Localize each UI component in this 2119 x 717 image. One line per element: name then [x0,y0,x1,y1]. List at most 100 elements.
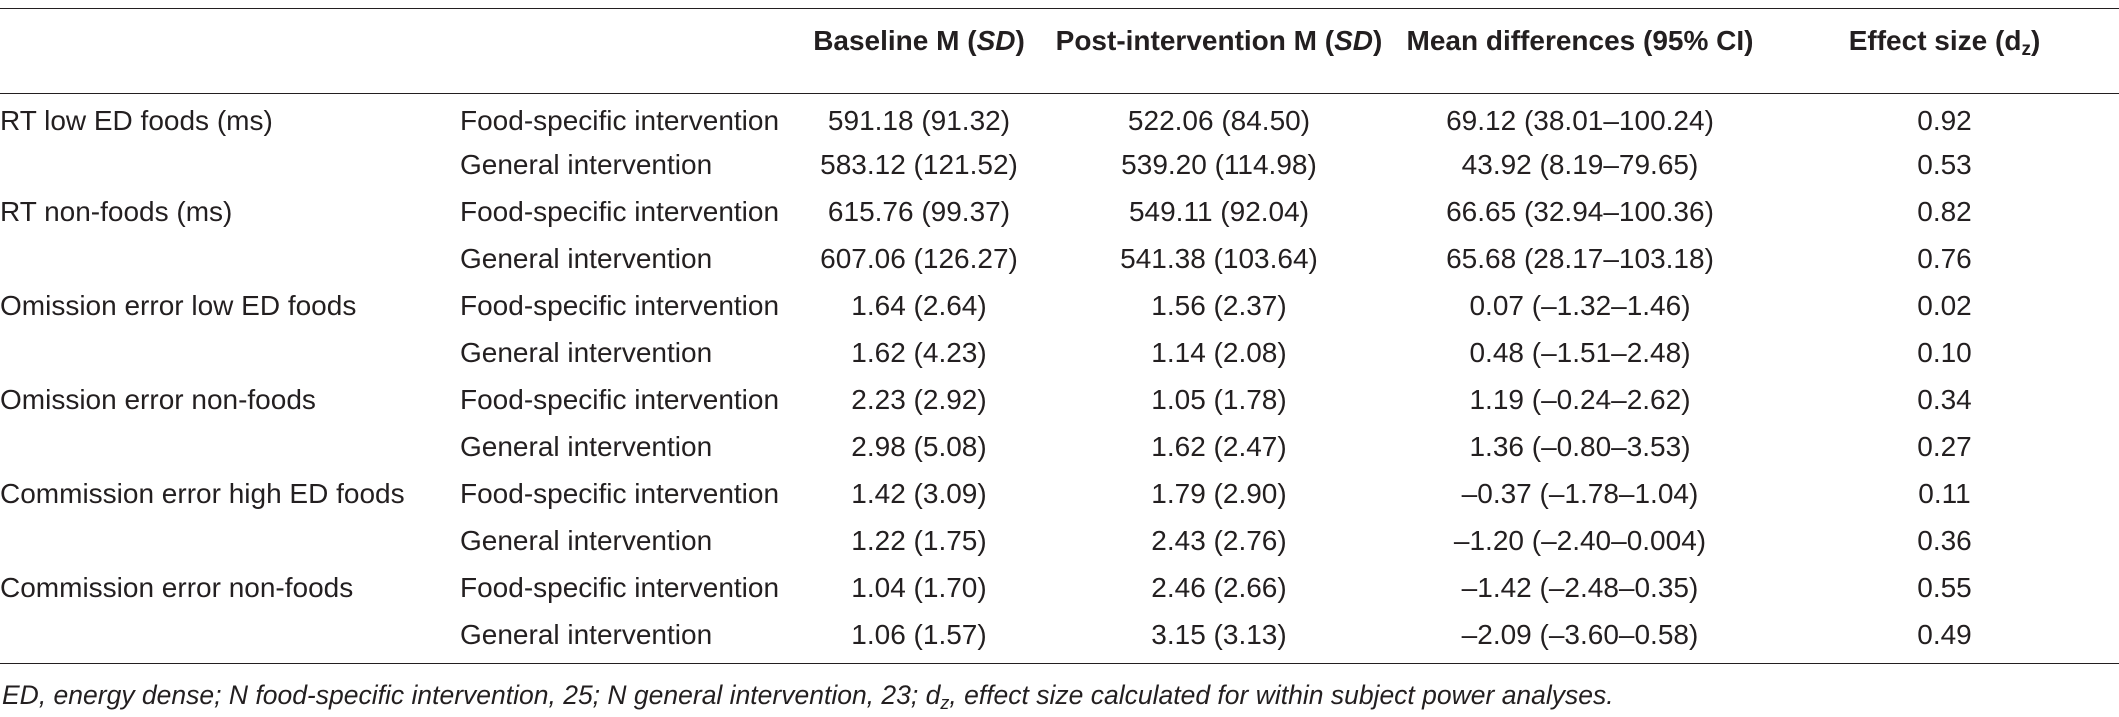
diff-cell: –1.42 (–2.48–0.35) [1461,572,1699,604]
measure-label: RT low ED foods (ms) [0,104,273,136]
footnote-text-1: ED, energy dense; N food-specific interv… [2,680,941,710]
table-row: Omission error non-foods Food-specific i… [0,376,2119,423]
baseline-cell: 1.64 (2.64) [851,289,987,321]
post-cell: 1.62 (2.47) [1151,431,1287,463]
diff-cell: –1.20 (–2.40–0.004) [1453,525,1707,557]
header-effect-label: Effect size (d [1848,25,2022,56]
group-label: General intervention [460,525,713,557]
header-baseline-sd: SD [976,25,1016,56]
results-table: Baseline M (SD) Post-intervention M (SD)… [0,8,2119,665]
effect-cell: 0.92 [1917,104,1972,136]
footnote-text-2: , effect size calculated for within subj… [949,680,1614,710]
header-row: Baseline M (SD) Post-intervention M (SD)… [0,8,2119,94]
header-diff: Mean differences (95% CI) [1390,8,1770,94]
measure-blank [0,518,460,565]
post-cell: 541.38 (103.64) [1120,242,1318,274]
measure-label: Commission error non-foods [0,572,354,604]
measure-label: Omission error low ED foods [0,289,357,321]
diff-cell: 66.65 (32.94–100.36) [1446,195,1714,227]
table-row: General intervention 1.22 (1.75) 2.43 (2… [0,518,2119,565]
group-label: Food-specific intervention [460,289,780,321]
header-effect-close: ) [2030,25,2041,56]
table-body: RT low ED foods (ms) Food-specific inter… [0,94,2119,665]
baseline-cell: 2.98 (5.08) [851,431,987,463]
table-row: Commission error non-foods Food-specific… [0,565,2119,612]
header-post: Post-intervention M (SD) [1048,8,1390,94]
header-group-blank [460,8,790,94]
group-label: General intervention [460,242,713,274]
header-measure-blank [0,8,460,94]
table-row: General intervention 1.06 (1.57) 3.15 (3… [0,611,2119,665]
group-label: Food-specific intervention [460,572,780,604]
table-row: Commission error high ED foods Food-spec… [0,471,2119,518]
baseline-cell: 591.18 (91.32) [827,104,1011,136]
table-row: General intervention 2.98 (5.08) 1.62 (2… [0,424,2119,471]
diff-cell: 65.68 (28.17–103.18) [1446,242,1714,274]
measure-blank [0,424,460,471]
baseline-cell: 607.06 (126.27) [820,242,1018,274]
post-cell: 1.56 (2.37) [1151,289,1287,321]
baseline-cell: 1.42 (3.09) [851,478,987,510]
effect-cell: 0.53 [1917,148,1972,180]
baseline-cell: 615.76 (99.37) [827,195,1011,227]
baseline-cell: 1.06 (1.57) [790,611,1048,665]
diff-cell: 0.07 (–1.32–1.46) [1469,289,1691,321]
group-label: General intervention [460,611,790,665]
table-row: General intervention 583.12 (121.52) 539… [0,141,2119,188]
header-post-label: Post-intervention M [1055,25,1317,56]
header-effect: Effect size (dz) [1770,8,2119,94]
table-row: General intervention 607.06 (126.27) 541… [0,235,2119,282]
post-cell: 2.46 (2.66) [1151,572,1287,604]
table-row: Omission error low ED foods Food-specifi… [0,282,2119,329]
header-post-sd: SD [1334,25,1374,56]
group-label: Food-specific intervention [460,478,780,510]
effect-cell: 0.82 [1917,195,1972,227]
post-cell: 539.20 (114.98) [1121,148,1317,180]
post-cell: 522.06 (84.50) [1127,104,1311,136]
effect-cell: 0.55 [1917,572,1972,604]
header-baseline-label: Baseline M [813,25,960,56]
group-label: Food-specific intervention [460,195,780,227]
table-row: General intervention 1.62 (4.23) 1.14 (2… [0,329,2119,376]
post-cell: 3.15 (3.13) [1048,611,1390,665]
effect-cell: 0.11 [1918,478,1971,510]
diff-cell: 1.36 (–0.80–3.53) [1469,431,1691,463]
measure-blank [0,235,460,282]
measure-label: Commission error high ED foods [0,478,405,510]
group-label: General intervention [460,336,713,368]
effect-cell: 0.10 [1917,336,1972,368]
group-label: General intervention [460,148,713,180]
measure-label: RT non-foods (ms) [0,195,233,227]
effect-cell: 0.02 [1917,289,1972,321]
post-cell: 1.05 (1.78) [1151,384,1287,416]
diff-cell: 43.92 (8.19–79.65) [1461,148,1699,180]
header-baseline: Baseline M (SD) [790,8,1048,94]
effect-cell: 0.36 [1917,525,1972,557]
footnote-sub: z [940,693,950,713]
post-cell: 549.11 (92.04) [1128,195,1310,227]
diff-cell: –2.09 (–3.60–0.58) [1390,611,1770,665]
baseline-cell: 1.04 (1.70) [851,572,987,604]
baseline-cell: 583.12 (121.52) [820,148,1018,180]
effect-cell: 0.27 [1917,431,1972,463]
group-label: Food-specific intervention [460,104,780,136]
measure-label: Omission error non-foods [0,384,316,416]
effect-cell: 0.76 [1917,242,1972,274]
effect-cell: 0.49 [1770,611,2119,665]
baseline-cell: 1.62 (4.23) [851,336,987,368]
measure-blank [0,141,460,188]
diff-cell: –0.37 (–1.78–1.04) [1461,478,1699,510]
diff-cell: 0.48 (–1.51–2.48) [1469,336,1691,368]
table-row: RT non-foods (ms) Food-specific interven… [0,188,2119,235]
diff-cell: 69.12 (38.01–100.24) [1446,104,1714,136]
measure-blank [0,611,460,665]
table-row: RT low ED foods (ms) Food-specific inter… [0,94,2119,142]
baseline-cell: 1.22 (1.75) [851,525,987,557]
post-cell: 1.79 (2.90) [1151,478,1287,510]
effect-cell: 0.34 [1917,384,1972,416]
group-label: Food-specific intervention [460,384,780,416]
header-effect-sub: z [2021,39,2031,60]
measure-blank [0,329,460,376]
post-cell: 2.43 (2.76) [1151,525,1287,557]
